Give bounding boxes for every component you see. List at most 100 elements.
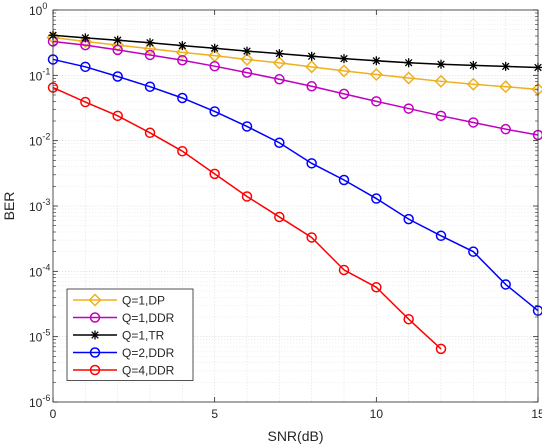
y-tick-base: 10 (29, 135, 43, 149)
data-point (210, 43, 220, 53)
legend-marker (89, 312, 101, 323)
series-line (52, 40, 539, 136)
data-point (144, 127, 156, 139)
x-tick-label: 5 (211, 407, 218, 421)
data-point (209, 168, 220, 180)
series-1 (47, 36, 542, 141)
legend-entry: Q=1,DP (73, 293, 165, 308)
data-point (80, 96, 91, 108)
legend-label: Q=1,TR (122, 329, 165, 343)
series-line (52, 36, 539, 91)
data-point (272, 56, 286, 70)
data-point (501, 61, 511, 71)
legend-marker (89, 347, 101, 358)
data-point (78, 34, 92, 49)
data-point (209, 106, 220, 117)
data-point (241, 67, 253, 78)
data-point (371, 56, 381, 66)
y-tick-exponent: 0 (42, 1, 47, 11)
data-point (434, 74, 448, 88)
data-point (499, 80, 513, 94)
data-point (177, 55, 188, 66)
data-point (274, 74, 285, 85)
y-tick-exponent: -5 (42, 328, 50, 338)
y-tick-label: 10-2 (29, 132, 50, 149)
y-tick-label: 10-5 (29, 328, 50, 345)
data-point (500, 123, 511, 135)
y-tick-base: 10 (29, 200, 43, 214)
data-point (435, 343, 447, 355)
data-point (402, 71, 416, 85)
data-point (307, 51, 317, 61)
data-point (306, 232, 317, 243)
data-point (274, 137, 285, 148)
legend-entry: Q=1,DDR (73, 311, 175, 325)
data-point (80, 33, 90, 43)
data-point (403, 313, 414, 325)
legend-label: Q=1,DDR (122, 311, 175, 325)
data-point (242, 46, 252, 56)
data-point (337, 64, 351, 78)
data-point (112, 110, 123, 122)
legend-entry: Q=1,TR (73, 329, 165, 343)
data-point (404, 58, 414, 68)
x-axis-label: SNR(dB) (267, 428, 323, 444)
y-tick-base: 10 (29, 396, 43, 410)
data-point (145, 38, 155, 48)
data-point (338, 174, 350, 186)
data-point (371, 96, 382, 107)
data-point (209, 60, 220, 72)
data-point (113, 35, 123, 45)
y-tick-exponent: -3 (42, 197, 50, 207)
y-tick-exponent: -4 (42, 262, 50, 272)
legend-label: Q=2,DDR (122, 346, 175, 360)
data-point (339, 54, 349, 64)
data-point (436, 59, 446, 69)
legend-entry: Q=2,DDR (73, 346, 175, 360)
axis-labels: SNR(dB) BER (1, 192, 324, 444)
data-point (306, 158, 317, 169)
data-point (338, 88, 350, 100)
legend-marker (88, 293, 102, 307)
data-point (466, 77, 480, 91)
y-axis-label: BER (1, 192, 17, 221)
y-tick-base: 10 (29, 69, 43, 83)
y-tick-base: 10 (29, 265, 43, 279)
data-point (144, 81, 156, 92)
data-point (112, 71, 123, 82)
data-point (371, 282, 382, 293)
data-point (468, 117, 479, 128)
x-tick-label: 0 (50, 407, 57, 421)
data-point (403, 103, 414, 114)
y-tick-exponent: -2 (42, 132, 50, 142)
data-point (305, 60, 319, 74)
legend-entry: Q=4,DDR (73, 364, 175, 378)
y-tick-label: 10-1 (29, 66, 50, 83)
y-tick-exponent: -1 (42, 66, 50, 76)
data-point (468, 246, 479, 257)
series-4 (47, 82, 447, 355)
series-line (52, 58, 539, 312)
data-point (177, 92, 188, 104)
data-point (371, 193, 382, 204)
data-point (177, 41, 187, 51)
y-tick-label: 10-4 (29, 262, 50, 279)
series-line (52, 86, 442, 350)
x-tick-label: 15 (531, 407, 542, 421)
data-point (468, 60, 478, 70)
x-tick-label: 10 (370, 407, 384, 421)
series-line (52, 34, 539, 69)
data-point (175, 45, 189, 59)
data-point (435, 110, 447, 122)
y-tick-exponent: -6 (42, 393, 50, 403)
data-point (369, 67, 383, 82)
data-point (241, 191, 253, 202)
legend-marker (89, 364, 101, 376)
data-point (435, 230, 447, 242)
data-point (241, 121, 253, 132)
y-tick-base: 10 (29, 331, 43, 345)
data-point (112, 44, 123, 56)
y-tick-label: 10-3 (29, 197, 50, 214)
data-point (338, 264, 350, 276)
